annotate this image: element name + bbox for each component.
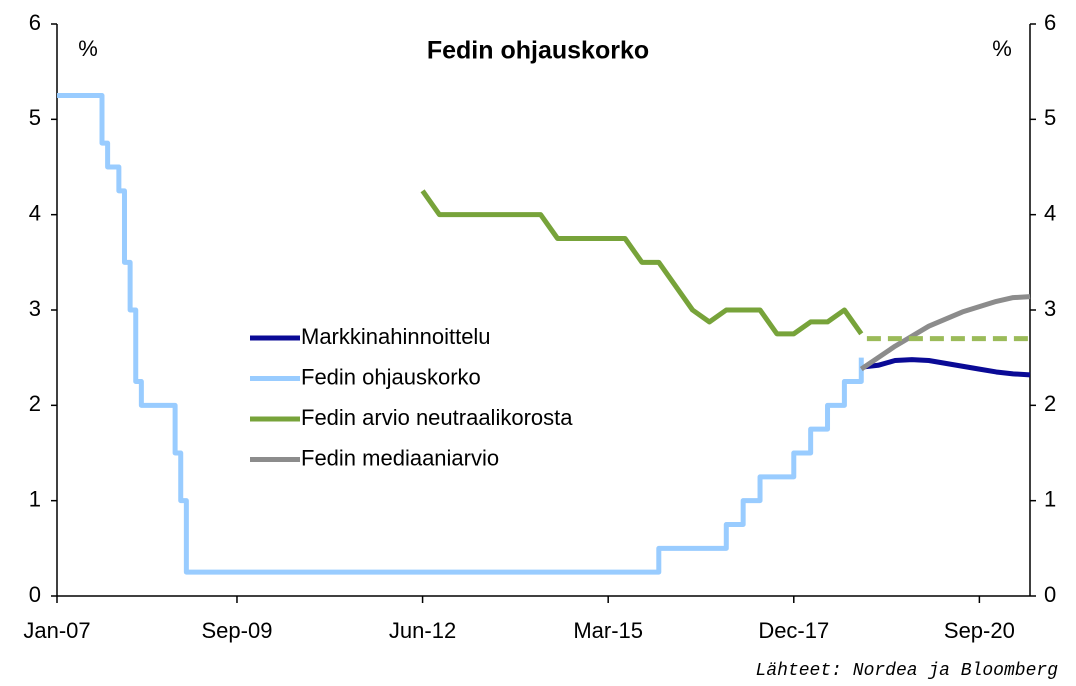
y-tick-label: 3: [29, 296, 41, 321]
y2-tick-label: 5: [1044, 105, 1056, 130]
x-tick-label: Jun-12: [389, 618, 456, 643]
x-tick-label: Sep-09: [202, 618, 273, 643]
y-tick-label: 1: [29, 486, 41, 511]
y2-tick-label: 4: [1044, 200, 1056, 225]
series-line: [420, 189, 864, 337]
y-tick-label: 6: [29, 10, 41, 35]
y2-tick-label: 6: [1044, 10, 1056, 35]
source: Lähteet: Nordea ja Bloomberg: [756, 661, 1059, 681]
chart-title: Fedin ohjauskorko: [427, 37, 649, 65]
y-tick-label: 5: [29, 105, 41, 130]
y2-axis-unit: %: [992, 36, 1012, 61]
x-tick-label: Mar-15: [573, 618, 643, 643]
y2-tick-label: 3: [1044, 296, 1056, 321]
legend-label: Fedin ohjauskorko: [301, 364, 481, 389]
y-axis-unit: %: [78, 36, 98, 61]
x-tick-label: Jan-07: [23, 618, 90, 643]
legend-label: Markkinahinnoittelu: [301, 324, 491, 349]
x-tick-label: Sep-20: [944, 618, 1015, 643]
y2-tick-label: 2: [1044, 391, 1056, 416]
x-tick-label: Dec-17: [758, 618, 829, 643]
y2-tick-label: 1: [1044, 486, 1056, 511]
y-tick-label: 4: [29, 200, 41, 225]
series-line: [860, 357, 1031, 378]
y2-tick-label: 0: [1044, 582, 1056, 607]
legend-label: Fedin arvio neutraalikorosta: [301, 405, 573, 430]
legend-label: Fedin mediaaniarvio: [301, 445, 499, 470]
y-tick-label: 0: [29, 582, 41, 607]
y-tick-label: 2: [29, 391, 41, 416]
series-line: [57, 93, 864, 575]
series-line: [859, 294, 1031, 372]
